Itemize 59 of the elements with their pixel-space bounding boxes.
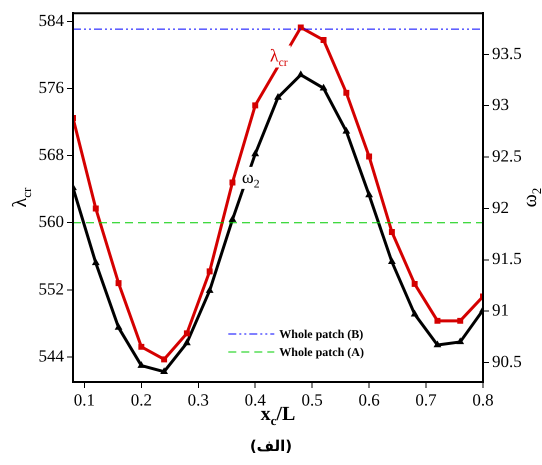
point [116, 280, 122, 286]
point [343, 90, 350, 96]
y-axis-title: λcr [9, 187, 34, 208]
point [92, 206, 99, 212]
x-tick-label: 0.5 [302, 390, 323, 410]
point [320, 37, 327, 43]
y-tick-label: 584 [38, 11, 64, 30]
point [434, 341, 441, 348]
x-tick-label: 0.4 [244, 390, 266, 410]
x-tick-label: 0.3 [188, 390, 209, 410]
point [138, 362, 145, 368]
y-tick-label: 560 [38, 212, 64, 232]
y-tick-label: 552 [38, 279, 64, 298]
x-tick-label: 0.2 [130, 390, 152, 410]
point [320, 84, 328, 90]
point [252, 102, 258, 108]
y2-axis-title: ω2 [519, 188, 542, 208]
legend-label: Whole patch (B) [279, 327, 364, 341]
x-tick-label: 0.6 [358, 390, 380, 410]
point [412, 280, 418, 287]
point [411, 310, 418, 316]
point [160, 368, 168, 374]
x-tick-label: 0.1 [74, 390, 96, 410]
y2-tick-label: 91.5 [492, 249, 522, 268]
point [457, 318, 464, 324]
y2-tick-label: 93.5 [492, 44, 522, 63]
x-tick-label: 0.7 [415, 390, 438, 410]
y2-tick-label: 90.5 [492, 352, 522, 371]
y-tick-label: 544 [38, 346, 64, 366]
point [297, 70, 304, 78]
point [161, 356, 168, 362]
legend-label: Whole patch (A) [279, 345, 364, 359]
y2-tick-label: 92 [492, 198, 509, 217]
point [298, 24, 304, 30]
point [206, 268, 213, 274]
point [456, 338, 464, 344]
point [366, 154, 372, 160]
point [183, 338, 190, 346]
point [115, 324, 122, 330]
point [366, 191, 373, 198]
point [206, 286, 214, 293]
point [342, 127, 350, 134]
point [184, 330, 190, 336]
point [138, 344, 144, 350]
point [228, 216, 236, 222]
x-tick-label: 0.8 [472, 390, 494, 410]
y2-tick-label: 93 [492, 95, 509, 114]
point [252, 150, 259, 156]
y-tick-label: 568 [38, 145, 64, 164]
point [388, 258, 396, 264]
point [388, 228, 395, 235]
point [274, 93, 282, 100]
point [92, 258, 100, 266]
text: (الف) [248, 437, 294, 455]
point [229, 180, 236, 186]
point [434, 318, 440, 324]
y2-tick-label: 92.5 [492, 146, 522, 166]
y2-tick-label: 91 [492, 300, 509, 320]
y-tick-label: 576 [38, 78, 64, 98]
